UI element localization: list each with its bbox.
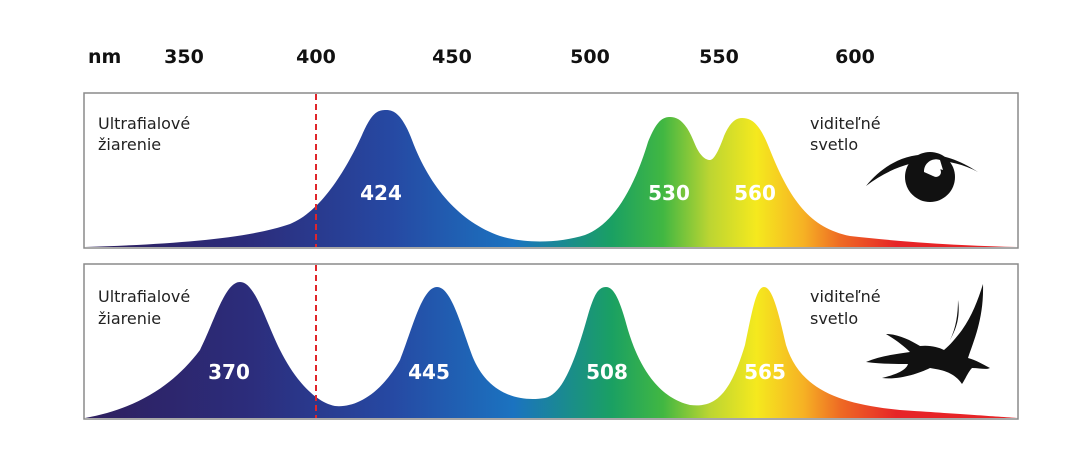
right-label: viditeľné	[810, 114, 881, 133]
peak-label: 424	[360, 181, 402, 205]
human-sensitivity-curve	[85, 110, 1017, 247]
axis-tick-550: 550	[699, 46, 739, 68]
left-label: žiarenie	[98, 309, 161, 328]
unit-label: nm	[88, 46, 121, 68]
bird-panel: Ultrafialové žiarenie viditeľné svetlo 3…	[83, 263, 1019, 420]
peak-label: 530	[648, 181, 690, 205]
left-label: Ultrafialové	[98, 287, 190, 306]
axis-tick-450: 450	[432, 46, 472, 68]
bird-icon	[866, 284, 990, 384]
panel-frame	[83, 92, 1019, 249]
axis-tick-600: 600	[835, 46, 875, 68]
right-label: svetlo	[810, 309, 858, 328]
axis-tick-350: 350	[164, 46, 204, 68]
axis-tick-500: 500	[570, 46, 610, 68]
human-panel: Ultrafialové žiarenie viditeľné svetlo 4…	[83, 92, 1019, 249]
peak-label: 370	[208, 360, 250, 384]
eye-icon	[866, 152, 978, 202]
bird-sensitivity-curve	[85, 282, 1017, 418]
left-label: Ultrafialové	[98, 114, 190, 133]
left-label: žiarenie	[98, 135, 161, 154]
right-label: svetlo	[810, 135, 858, 154]
axis-tick-400: 400	[296, 46, 336, 68]
right-label: viditeľné	[810, 287, 881, 306]
peak-label: 445	[408, 360, 450, 384]
peak-label: 565	[744, 360, 786, 384]
peak-label: 508	[586, 360, 628, 384]
peak-label: 560	[734, 181, 776, 205]
